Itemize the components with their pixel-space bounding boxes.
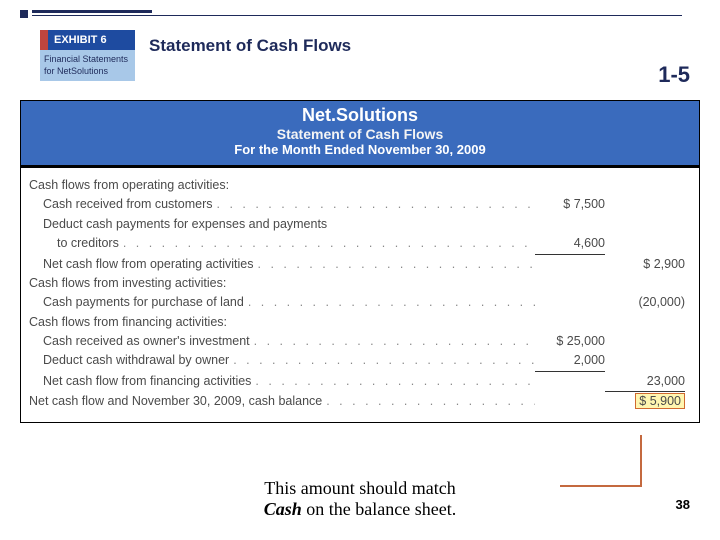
leader-dots: . . . . . . . . . . . . . . . . . . . . … [322, 392, 535, 411]
amount-col1: $ 7,500 [535, 195, 605, 214]
amount-col2 [605, 195, 685, 214]
row-label: to creditors [29, 234, 119, 254]
row-label: Deduct cash payments for expenses and pa… [29, 215, 327, 234]
amount-col2 [605, 332, 685, 351]
amount-col1 [535, 274, 605, 293]
statement-row: Deduct cash payments for expenses and pa… [29, 215, 685, 234]
amount-col2 [605, 215, 685, 234]
slide-number: 38 [676, 497, 690, 512]
header-row: EXHIBIT 6 Financial Statements for NetSo… [40, 30, 700, 81]
page-title: Statement of Cash Flows [149, 36, 351, 56]
amount-col1 [535, 372, 605, 392]
exhibit-badge: EXHIBIT 6 [40, 30, 135, 50]
statement-row: Net cash flow and November 30, 2009, cas… [29, 392, 685, 411]
statement-period: For the Month Ended November 30, 2009 [21, 142, 699, 157]
accent-bullet [20, 10, 28, 18]
statement-row: Net cash flow from financing activities.… [29, 372, 685, 392]
amount-col1 [535, 176, 605, 195]
leader-dots: . . . . . . . . . . . . . . . . . . . . … [229, 351, 535, 371]
statement-company: Net.Solutions [21, 105, 699, 126]
accent-line [32, 10, 152, 13]
page-sequence: 1-5 [658, 62, 690, 88]
row-label: Net cash flow and November 30, 2009, cas… [29, 392, 322, 411]
row-label: Net cash flow from financing activities [29, 372, 251, 392]
amount-col1 [535, 215, 605, 234]
statement-row: Cash payments for purchase of land. . . … [29, 293, 685, 312]
note-text: This amount should match [264, 478, 455, 498]
amount-col2: 23,000 [605, 372, 685, 392]
amount-col2 [605, 176, 685, 195]
amount-col1 [535, 392, 605, 411]
leader-dots: . . . . . . . . . . . . . . . . . . . . … [251, 372, 535, 392]
leader-dots: . . . . . . . . . . . . . . . . . . . . … [250, 332, 535, 351]
amount-col2 [605, 313, 685, 332]
row-label: Cash flows from financing activities: [29, 313, 227, 332]
amount-col1 [535, 293, 605, 312]
row-label: Cash flows from operating activities: [29, 176, 229, 195]
statement-row: Cash flows from financing activities: [29, 313, 685, 332]
amount-col2 [605, 234, 685, 254]
statement-body: Cash flows from operating activities:Cas… [21, 168, 699, 422]
row-label: Cash received as owner's investment [29, 332, 250, 351]
statement-row: Cash flows from investing activities: [29, 274, 685, 293]
exhibit-box: EXHIBIT 6 Financial Statements for NetSo… [40, 30, 135, 81]
amount-col1 [535, 313, 605, 332]
leader-dots: . . . . . . . . . . . . . . . . . . . . … [213, 195, 535, 214]
statement-row: Cash received as owner's investment. . .… [29, 332, 685, 351]
leader-dots: . . . . . . . . . . . . . . . . . . . . … [254, 255, 535, 274]
amount-col2: $ 2,900 [605, 255, 685, 274]
exhibit-sub-line: for NetSolutions [44, 66, 131, 78]
statement-row: Cash received from customers. . . . . . … [29, 195, 685, 214]
amount-col1 [535, 255, 605, 274]
statement-row: Cash flows from operating activities: [29, 176, 685, 195]
cash-flow-statement: Net.Solutions Statement of Cash Flows Fo… [20, 100, 700, 423]
amount-col1: 4,600 [535, 234, 605, 254]
row-label: Cash payments for purchase of land [29, 293, 244, 312]
amount-col2 [605, 274, 685, 293]
amount-col1: $ 25,000 [535, 332, 605, 351]
highlighted-amount: $ 5,900 [635, 393, 685, 409]
leader-dots: . . . . . . . . . . . . . . . . . . . . … [119, 234, 535, 254]
statement-title: Statement of Cash Flows [21, 126, 699, 142]
amount-col2: (20,000) [605, 293, 685, 312]
row-label: Net cash flow from operating activities [29, 255, 254, 274]
row-label: Cash flows from investing activities: [29, 274, 226, 293]
statement-row: Net cash flow from operating activities.… [29, 255, 685, 274]
statement-row: Deduct cash withdrawal by owner. . . . .… [29, 351, 685, 371]
row-label: Cash received from customers [29, 195, 213, 214]
note-cash-em: Cash [264, 499, 302, 519]
exhibit-sub-line: Financial Statements [44, 54, 131, 66]
amount-col2: $ 5,900 [605, 392, 685, 411]
amount-col2 [605, 351, 685, 371]
statement-row: to creditors. . . . . . . . . . . . . . … [29, 234, 685, 254]
row-label: Deduct cash withdrawal by owner [29, 351, 229, 371]
footnote: This amount should match Cash on the bal… [0, 478, 720, 520]
leader-dots: . . . . . . . . . . . . . . . . . . . . … [244, 293, 535, 312]
note-text: on the balance sheet. [302, 499, 456, 519]
amount-col1: 2,000 [535, 351, 605, 371]
statement-header: Net.Solutions Statement of Cash Flows Fo… [21, 101, 699, 168]
exhibit-subtitle: Financial Statements for NetSolutions [40, 50, 135, 81]
